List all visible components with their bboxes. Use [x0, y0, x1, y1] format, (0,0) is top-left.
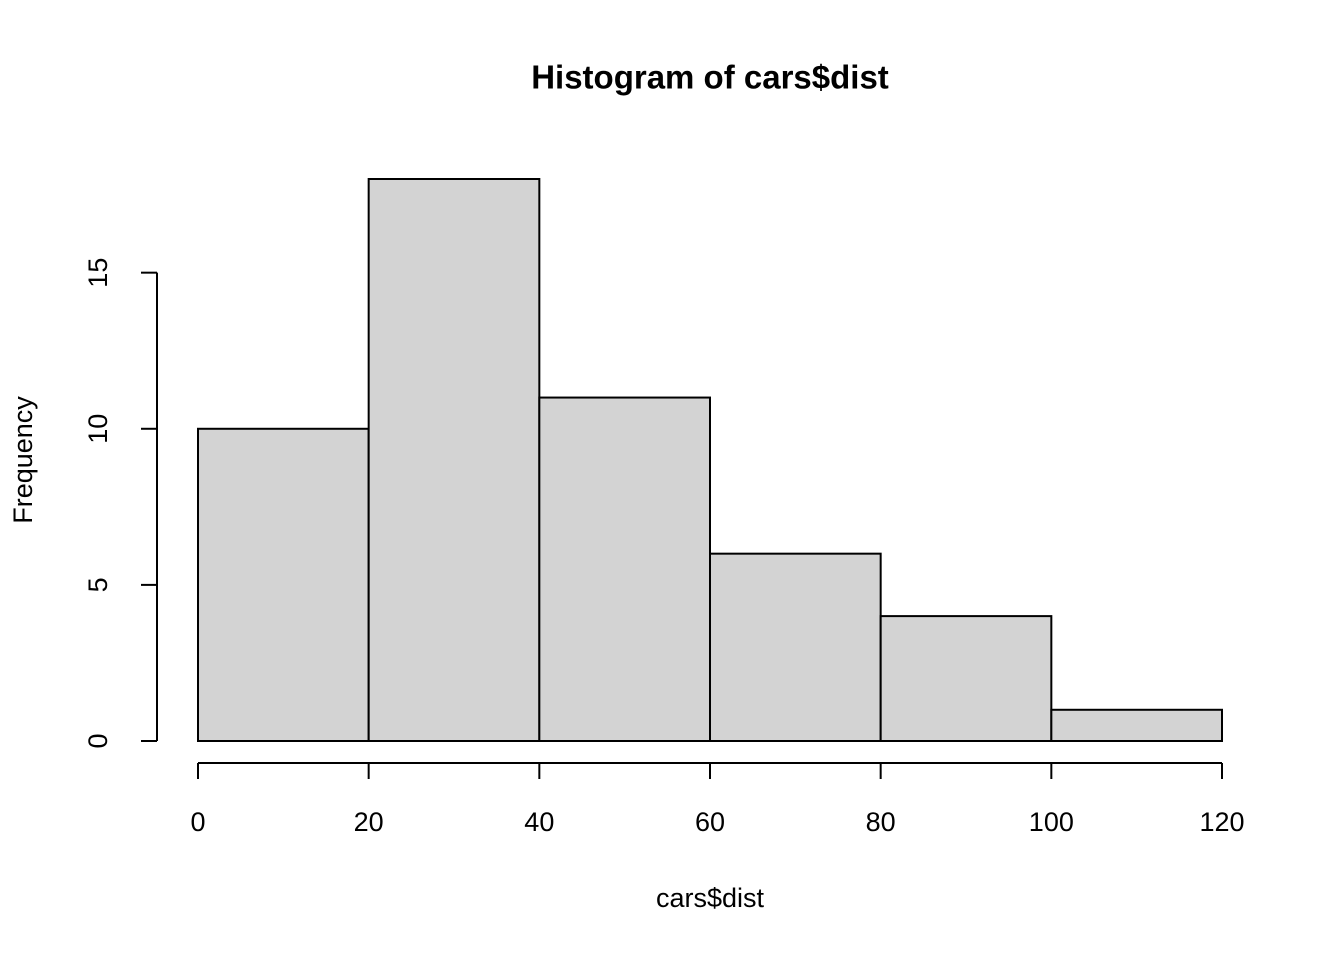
- y-tick-label: 15: [83, 258, 113, 288]
- x-tick-label: 80: [866, 807, 896, 837]
- bar: [709, 552, 882, 743]
- bar: [538, 396, 711, 742]
- x-tick-label: 40: [524, 807, 554, 837]
- bar: [879, 615, 1053, 742]
- x-tick-label: 0: [190, 807, 205, 837]
- chart-title: Histogram of cars$dist: [531, 59, 889, 96]
- y-tick-label: 0: [83, 733, 113, 748]
- y-axis-label: Frequency: [8, 396, 38, 524]
- y-tick-label: 5: [83, 577, 113, 592]
- x-tick-label: 60: [695, 807, 725, 837]
- bar: [1050, 708, 1224, 742]
- x-tick-label: 20: [354, 807, 384, 837]
- y-tick-label: 10: [83, 414, 113, 444]
- x-tick-label: 100: [1029, 807, 1074, 837]
- x-tick-label: 120: [1199, 807, 1244, 837]
- bar: [197, 427, 370, 742]
- bar: [367, 178, 541, 742]
- x-axis-label: cars$dist: [656, 883, 765, 913]
